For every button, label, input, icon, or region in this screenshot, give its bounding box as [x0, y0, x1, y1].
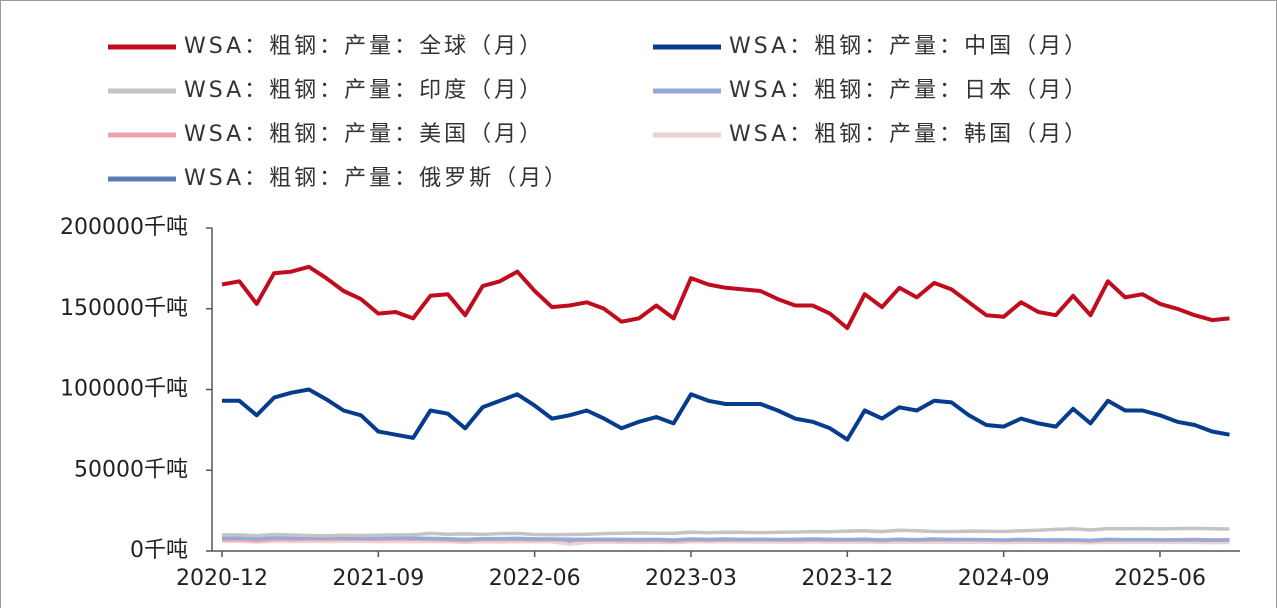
x-tick-label: 2020-12 [176, 566, 268, 591]
y-tick-label: 150000千吨 [60, 296, 188, 321]
y-tick-label: 0千吨 [130, 538, 188, 563]
legend-label: WSA：粗钢：产量：全球（月） [184, 34, 544, 59]
x-tick-label: 2021-09 [332, 566, 424, 591]
y-tick-label: 100000千吨 [60, 377, 188, 402]
y-tick-label: 50000千吨 [74, 457, 188, 482]
x-tick-label: 2023-12 [801, 566, 893, 591]
x-tick-label: 2023-03 [645, 566, 737, 591]
x-tick-label: 2025-06 [1114, 566, 1206, 591]
series-line [221, 264, 1230, 331]
x-tick-label: 2024-09 [958, 566, 1050, 591]
legend-label: WSA：粗钢：产量：日本（月） [729, 78, 1089, 103]
series-line [222, 526, 1230, 538]
legend-label: WSA：粗钢：产量：俄罗斯（月） [184, 166, 569, 191]
legend-label: WSA：粗钢：产量：韩国（月） [729, 122, 1089, 147]
legend-label: WSA：粗钢：产量：中国（月） [729, 34, 1089, 59]
series-line [221, 536, 1230, 543]
x-tick-label: 2022-06 [489, 566, 581, 591]
series-line [222, 387, 1230, 442]
legend-label: WSA：粗钢：产量：印度（月） [184, 78, 544, 103]
y-tick-label: 200000千吨 [60, 215, 188, 240]
legend-label: WSA：粗钢：产量：美国（月） [184, 122, 544, 147]
